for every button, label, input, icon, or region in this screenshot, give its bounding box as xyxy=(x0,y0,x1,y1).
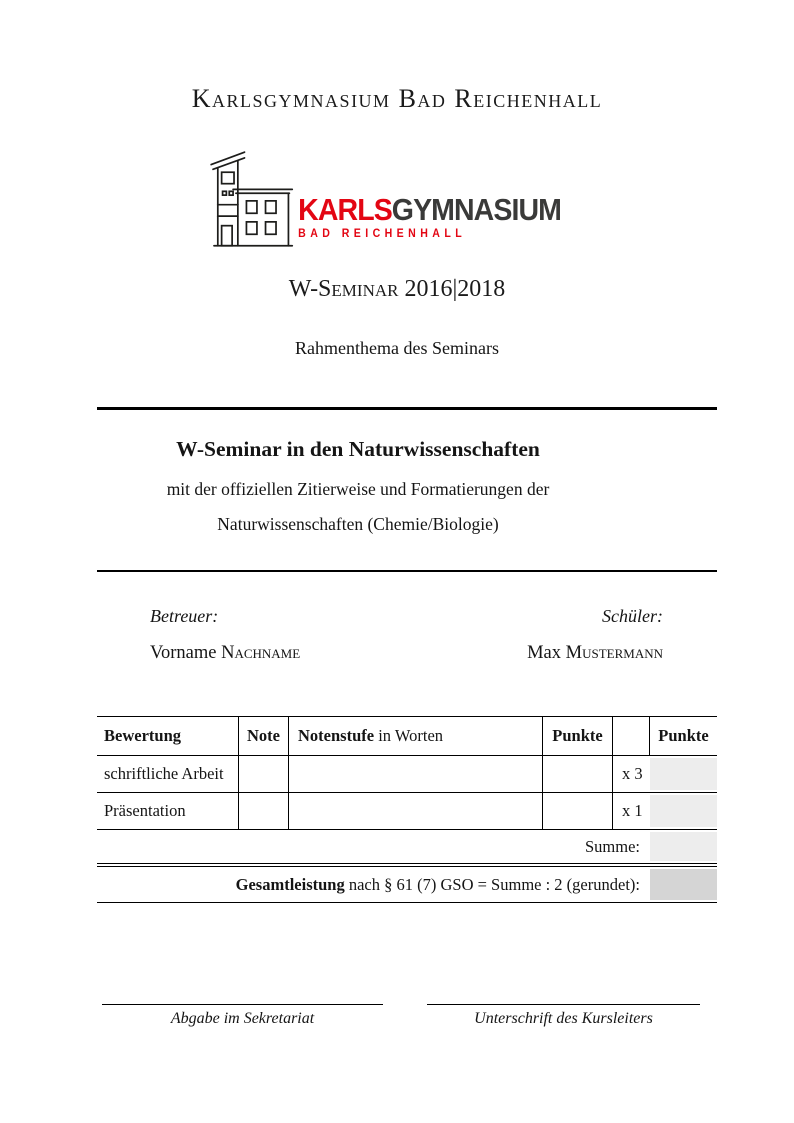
betreuer-label: Betreuer: xyxy=(150,606,219,626)
seminar-subtitle: Rahmenthema des Seminars xyxy=(295,338,499,358)
people-section: Betreuer: Vorname Nachname Schüler: Max … xyxy=(150,606,663,664)
schueler-block: Schüler: Max Mustermann xyxy=(527,606,663,664)
logo-word-gymnasium: GYMNASIUM xyxy=(391,192,562,227)
betreuer-block: Betreuer: Vorname Nachname xyxy=(150,606,300,664)
header-notenstufe-rest: in Worten xyxy=(374,726,444,745)
punkte-field[interactable] xyxy=(543,756,613,792)
betreuer-firstname: Vorname xyxy=(150,643,222,663)
summe-label: Summe: xyxy=(584,836,640,856)
schueler-name: Max Mustermann xyxy=(527,643,663,664)
gesamtleistung-field[interactable] xyxy=(650,867,717,902)
topic-title: W-Seminar in den Naturwissenschaften xyxy=(176,437,540,461)
logo-word-karls: KARLS xyxy=(298,192,393,227)
divider-thin xyxy=(97,570,717,572)
header-notenstufe: Notenstufe in Worten xyxy=(289,717,543,755)
logo-subline: BAD REICHENHALL xyxy=(298,228,467,240)
summe-field[interactable] xyxy=(650,830,717,863)
multiplier-label: x 3 xyxy=(622,764,643,783)
header-punkte-weighted: Punkte xyxy=(658,726,709,745)
schueler-label: Schüler: xyxy=(602,606,663,626)
multiplier-label: x 1 xyxy=(622,801,643,820)
notenstufe-field[interactable] xyxy=(289,793,543,829)
topic-line-3: Naturwissenschaften (Chemie/Biologie) xyxy=(217,514,499,534)
note-field[interactable] xyxy=(239,756,289,792)
schueler-firstname: Max xyxy=(527,643,566,663)
table-row-schriftliche-arbeit: schriftliche Arbeit x 3 xyxy=(97,756,717,793)
header-punkte: Punkte xyxy=(543,717,613,755)
note-field[interactable] xyxy=(239,793,289,829)
logo-wordmark: KARLSGYMNASIUM BAD REICHENHALL xyxy=(298,192,562,240)
gesamtleistung-rest: nach § 61 (7) GSO = Summe : 2 (gerundet)… xyxy=(344,874,640,894)
school-title: Karlsgymnasium Bad Reichenhall xyxy=(191,84,603,113)
header-multiplier xyxy=(613,717,650,755)
grading-table: Bewertung Note Notenstufe in Worten Punk… xyxy=(97,716,717,903)
signature-kursleiter: Unterschrift des Kursleiters xyxy=(427,1004,700,1028)
punkte-field[interactable] xyxy=(543,793,613,829)
schueler-lastname: Mustermann xyxy=(565,643,663,663)
topic-block: W-Seminar in den Naturwissenschaften mit… xyxy=(97,437,619,549)
gesamtleistung-label: Gesamtleistung nach § 61 (7) GSO = Summe… xyxy=(236,867,650,902)
table-header-row: Bewertung Note Notenstufe in Worten Punk… xyxy=(97,717,717,756)
logo-title: KARLSGYMNASIUM xyxy=(298,192,562,227)
school-building-icon xyxy=(210,146,294,250)
summe-row: Summe: xyxy=(97,830,717,867)
school-logo: KARLSGYMNASIUM BAD REICHENHALL xyxy=(210,146,584,250)
notenstufe-field[interactable] xyxy=(289,756,543,792)
seminar-title: W-Seminar 2016|2018 xyxy=(288,276,506,302)
punkte-weighted-field[interactable] xyxy=(650,793,717,829)
betreuer-lastname: Nachname xyxy=(221,643,301,663)
header-note: Note xyxy=(239,717,289,755)
punkte-weighted-field[interactable] xyxy=(650,756,717,792)
header-bewertung: Bewertung xyxy=(97,717,239,755)
gesamtleistung-bold: Gesamtleistung xyxy=(235,874,345,894)
signature-abgabe: Abgabe im Sekretariat xyxy=(102,1004,383,1028)
table-row-praesentation: Präsentation x 1 xyxy=(97,793,717,830)
row-label: schriftliche Arbeit xyxy=(97,756,239,792)
topic-line-2: mit der offiziellen Zitierweise und Form… xyxy=(166,479,550,499)
header-notenstufe-bold: Notenstufe xyxy=(298,726,375,745)
gesamtleistung-row: Gesamtleistung nach § 61 (7) GSO = Summe… xyxy=(97,867,717,903)
divider-thick xyxy=(97,407,717,410)
betreuer-name: Vorname Nachname xyxy=(150,643,300,664)
row-label: Präsentation xyxy=(97,793,239,829)
